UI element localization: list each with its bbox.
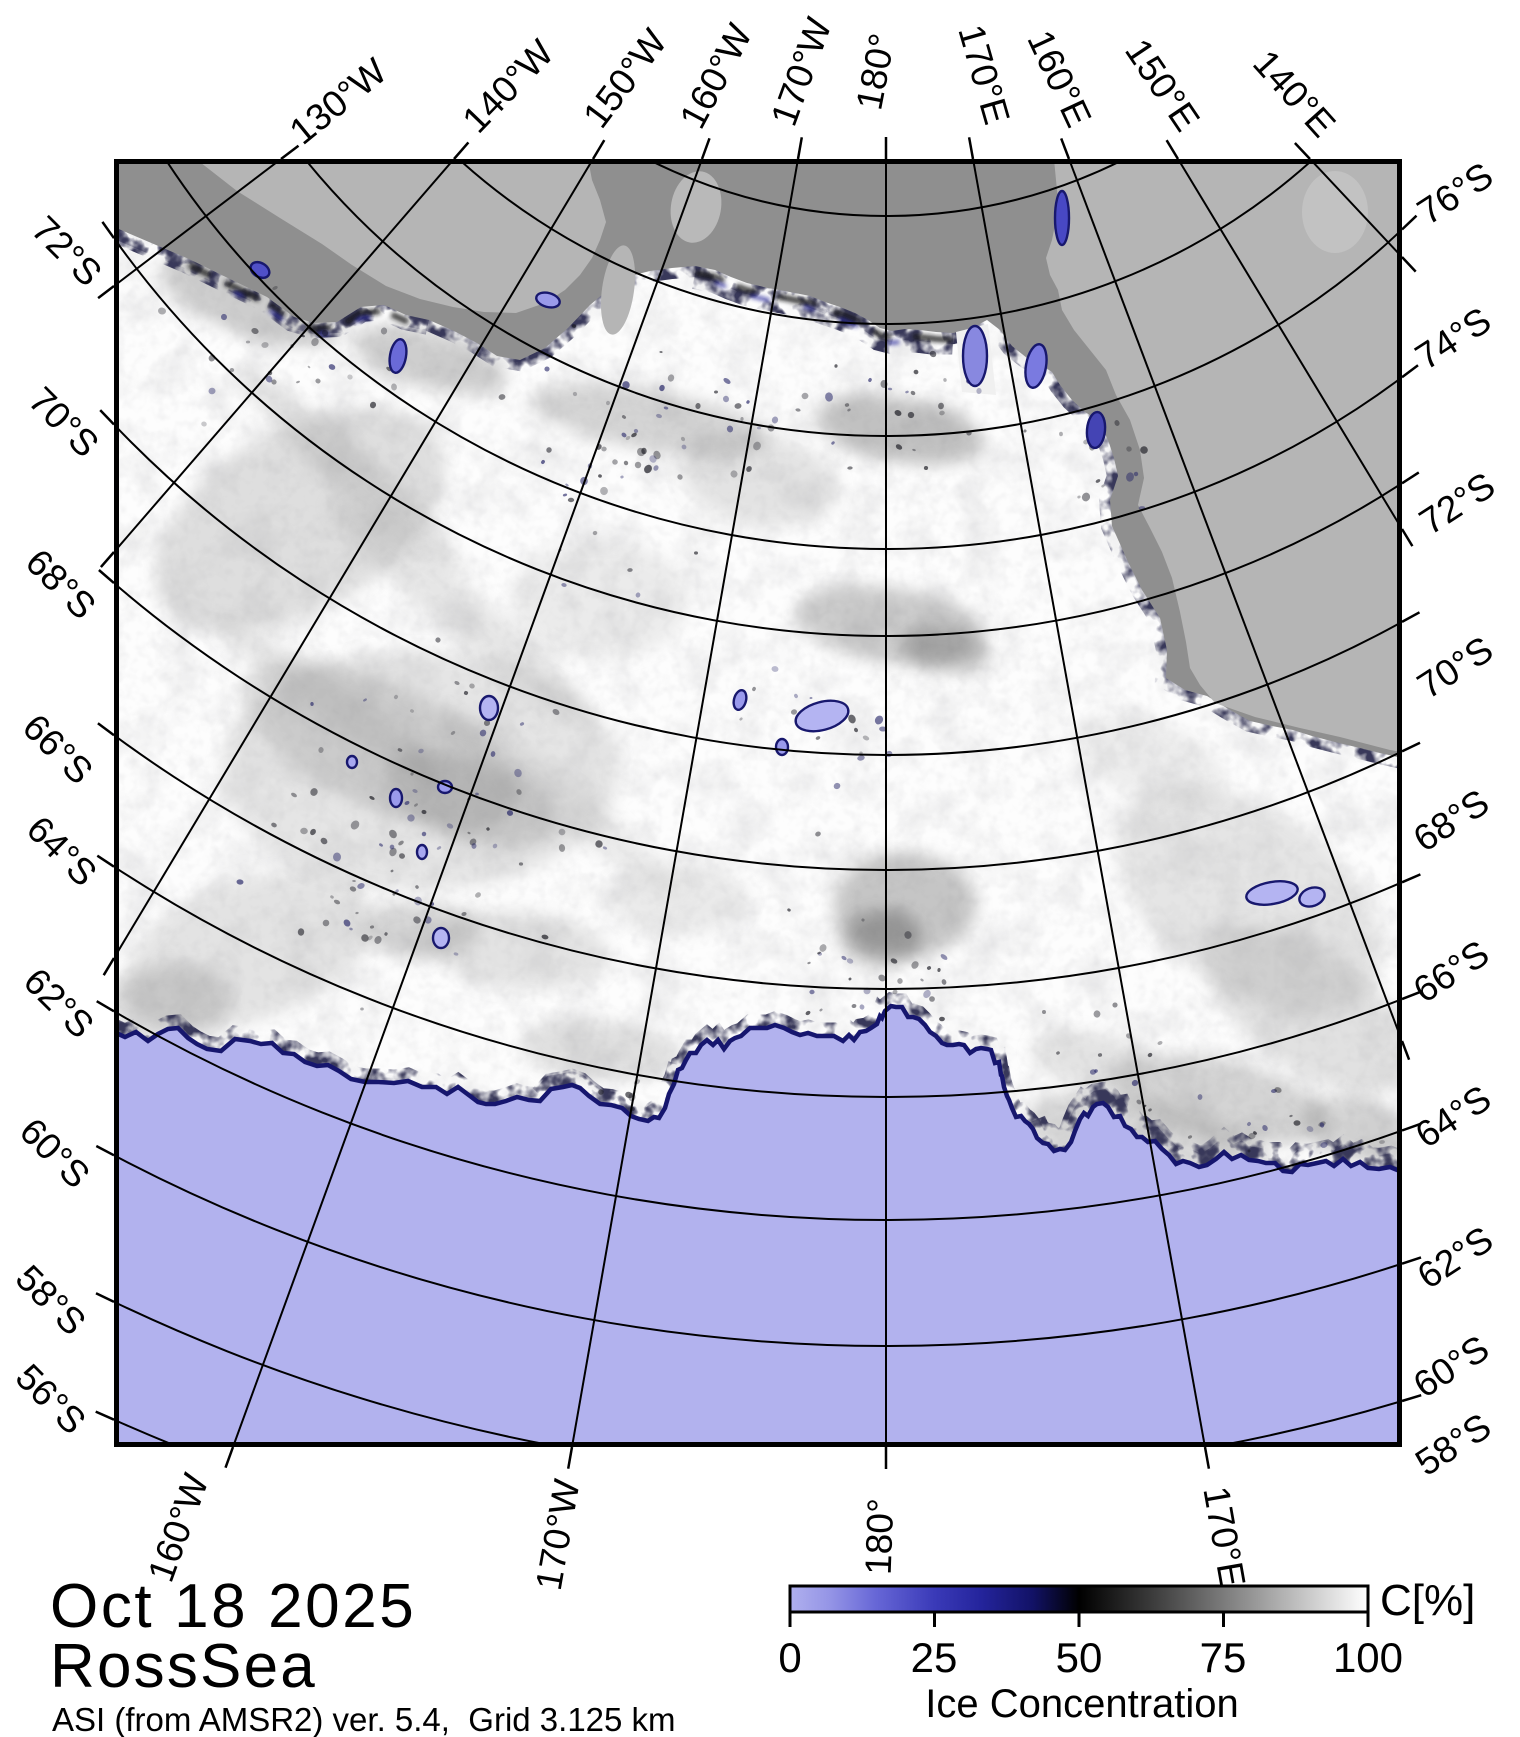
svg-text:C[%]: C[%] xyxy=(1380,1576,1475,1625)
svg-text:Oct 18 2025: Oct 18 2025 xyxy=(50,1572,416,1641)
svg-text:50: 50 xyxy=(1056,1634,1103,1681)
svg-text:100: 100 xyxy=(1333,1634,1403,1681)
svg-text:75: 75 xyxy=(1200,1634,1247,1681)
svg-text:ASI (from AMSR2) ver. 5.4, Gr: ASI (from AMSR2) ver. 5.4, Grid 3.125 km xyxy=(52,1701,676,1737)
svg-text:RossSea: RossSea xyxy=(50,1632,317,1701)
svg-text:180°: 180° xyxy=(858,1498,902,1576)
svg-text:25: 25 xyxy=(911,1634,958,1681)
svg-text:Ice Concentration: Ice Concentration xyxy=(925,1682,1239,1726)
svg-text:0: 0 xyxy=(778,1634,801,1681)
